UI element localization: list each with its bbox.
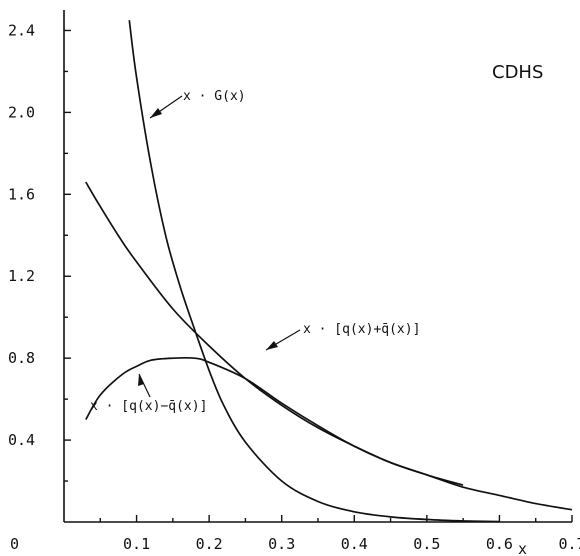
- x-tick-label: 0.5: [413, 535, 440, 553]
- curve-valence: [85, 356, 464, 486]
- x-tick-label: 0.3: [268, 535, 295, 553]
- y-tick-label: 2.0: [8, 103, 35, 121]
- series-label-gluon: x · G(x): [183, 89, 246, 104]
- x-tick-label: 0.6: [486, 535, 513, 553]
- origin-label: 0: [10, 535, 19, 553]
- leader-gluon-arrowhead: [150, 108, 162, 118]
- x-tick-label: 0.7: [558, 535, 580, 553]
- collaboration-label: CDHS: [492, 62, 543, 83]
- y-tick-label: 0.8: [8, 349, 35, 367]
- y-tick-label: 0.4: [8, 431, 35, 449]
- curves: [85, 20, 573, 523]
- x-tick-label: 0.4: [341, 535, 368, 553]
- y-ticks: 0.4 0.8 1.2 1.6 2.0 2.4: [8, 21, 71, 482]
- curve-singlet: [85, 181, 573, 511]
- series-label-singlet: x · [q(x)+q̄(x)]: [303, 322, 420, 337]
- x-tick-label: 0.2: [196, 535, 223, 553]
- x-ticks: 0.1 0.2 0.3 0.4 0.5 0.6 0.7: [99, 515, 580, 553]
- curve-gluon: [128, 20, 500, 523]
- y-tick-label: 1.6: [8, 185, 35, 203]
- y-tick-label: 1.2: [8, 267, 35, 285]
- leader-valence-arrowhead: [138, 374, 144, 386]
- x-axis-title: x: [518, 540, 527, 556]
- leader-singlet-arrowhead: [266, 341, 278, 350]
- annotations: x · G(x) x · [q(x)+q̄(x)] x · [q(x)−q̄(x…: [90, 89, 420, 414]
- y-tick-label: 2.4: [8, 21, 35, 39]
- series-label-valence: x · [q(x)−q̄(x)]: [90, 399, 207, 414]
- x-tick-label: 0.1: [123, 535, 150, 553]
